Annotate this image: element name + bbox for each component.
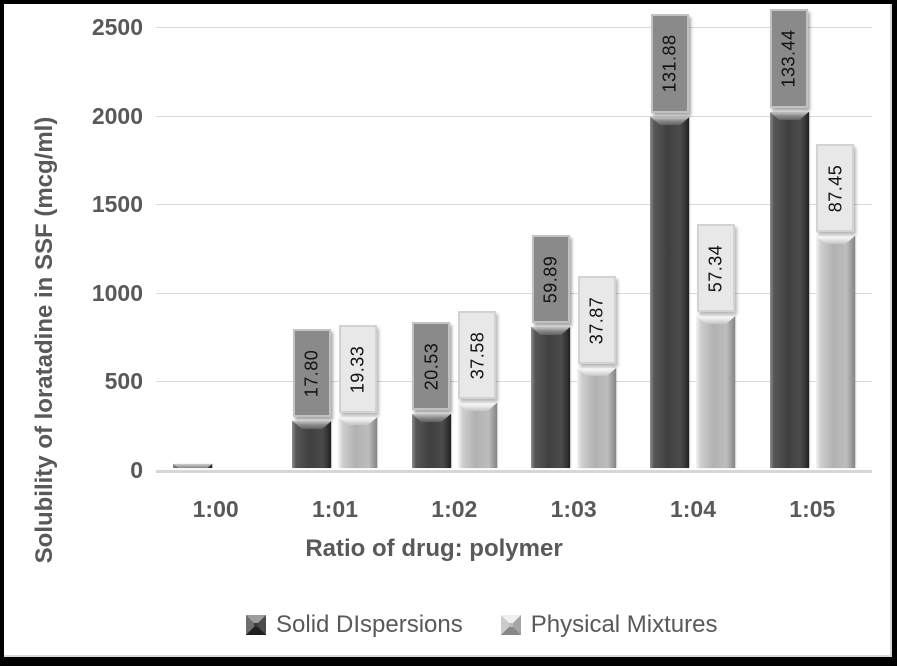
gridline xyxy=(156,115,872,117)
data-label-box: 87.45 xyxy=(816,144,855,232)
category-group: 133.44 87.45 xyxy=(753,9,872,470)
x-axis-title: Ratio of drug: polymer xyxy=(305,535,563,562)
y-tick-label: 1500 xyxy=(91,191,143,218)
bar-bevel xyxy=(577,368,617,376)
gridline xyxy=(156,27,872,28)
data-label-value: 37.87 xyxy=(586,296,607,344)
data-label-value: 87.45 xyxy=(824,164,845,212)
legend-label: Solid DIspersions xyxy=(276,611,463,638)
legend-label: Physical Mixtures xyxy=(530,611,718,638)
data-label-box: 20.53 xyxy=(412,322,451,410)
data-label-value: 131.88 xyxy=(659,34,680,93)
legend-marker-icon xyxy=(246,615,266,635)
bar-physical-mixtures xyxy=(338,417,378,468)
x-tick-label: 1:02 xyxy=(431,496,478,522)
data-label-box: 37.87 xyxy=(577,276,616,364)
category-group: 20.53 37.58 xyxy=(395,27,514,470)
y-tick-label: 2000 xyxy=(91,102,143,129)
data-label-box: 57.34 xyxy=(696,224,735,312)
data-label-value: 17.80 xyxy=(301,349,322,397)
data-label-box: 17.80 xyxy=(292,329,331,417)
bar-bevel xyxy=(815,236,855,244)
gridline xyxy=(156,381,872,383)
data-label-value: 19.33 xyxy=(347,345,368,393)
bar-physical-mixtures xyxy=(457,403,497,468)
x-axis-line xyxy=(156,470,872,473)
category-group: 131.88 57.34 xyxy=(633,14,752,470)
bar-bevel xyxy=(411,414,451,422)
bar-solid-dispersions xyxy=(531,327,571,468)
category-group: 17.80 19.33 xyxy=(275,27,394,470)
data-label-box: 131.88 xyxy=(650,14,689,113)
bar-physical-mixtures xyxy=(815,236,855,468)
y-tick-label: 2500 xyxy=(91,14,143,40)
bar-solid-dispersions xyxy=(769,112,809,468)
bar-solid-dispersions xyxy=(292,421,332,468)
bar-bevel xyxy=(650,117,690,125)
data-label-value: 20.53 xyxy=(420,342,441,390)
y-tick-label: 1000 xyxy=(91,279,143,306)
category-group: 59.89 37.87 xyxy=(514,27,633,470)
data-label-value: 59.89 xyxy=(540,255,561,303)
legend-item-physical-mixtures: Physical Mixtures xyxy=(500,611,718,639)
data-label-value: 57.34 xyxy=(705,244,726,292)
gridline xyxy=(156,292,872,294)
legend-marker-icon xyxy=(500,615,521,635)
bar-physical-mixtures xyxy=(696,316,736,468)
bar-bevel xyxy=(696,316,736,324)
data-label-box: 133.44 xyxy=(770,9,809,108)
bar-solid-dispersions xyxy=(411,414,451,468)
bar-solid-dispersions xyxy=(173,464,213,468)
bar-bevel xyxy=(338,417,378,425)
legend-item-solid-dispersions: Solid DIspersions xyxy=(246,611,463,639)
legend: Solid DIspersions Physical Mixtures xyxy=(246,611,717,639)
data-label-value: 133.44 xyxy=(778,29,799,88)
x-tick-label: 1:05 xyxy=(789,496,836,522)
data-label-box: 19.33 xyxy=(338,325,377,413)
bar-bevel xyxy=(769,112,809,120)
category-group xyxy=(156,27,275,470)
gridline xyxy=(156,204,872,206)
x-axis-tick-labels: 1:00 1:01 1:02 1:03 1:04 1:05 xyxy=(156,496,872,523)
y-axis-title: Solubility of loratadine in SSF (mcg/ml) xyxy=(31,116,58,564)
bar-bevel xyxy=(292,421,332,429)
x-tick-label: 1:01 xyxy=(311,496,359,522)
x-tick-label: 1:03 xyxy=(550,496,597,522)
bar-physical-mixtures xyxy=(577,368,617,468)
chart-area: Solubility of loratadine in SSF (mcg/ml)… xyxy=(4,4,892,657)
x-tick-label: 1:00 xyxy=(192,496,239,522)
data-label-box: 59.89 xyxy=(531,235,570,323)
y-tick-label: 0 xyxy=(130,457,143,483)
x-tick-label: 1:04 xyxy=(669,496,716,522)
data-label-value: 37.58 xyxy=(466,331,487,379)
bar-bevel xyxy=(457,403,497,411)
plot-area: 17.80 19.33 20.53 37.58 59.89 37.87 131.88 57.3… xyxy=(156,9,872,473)
bar-bevel xyxy=(173,464,213,468)
y-tick-label: 500 xyxy=(104,368,143,395)
data-label-box: 37.58 xyxy=(458,311,497,399)
bar-bevel xyxy=(531,327,571,335)
bar-solid-dispersions xyxy=(650,117,690,468)
